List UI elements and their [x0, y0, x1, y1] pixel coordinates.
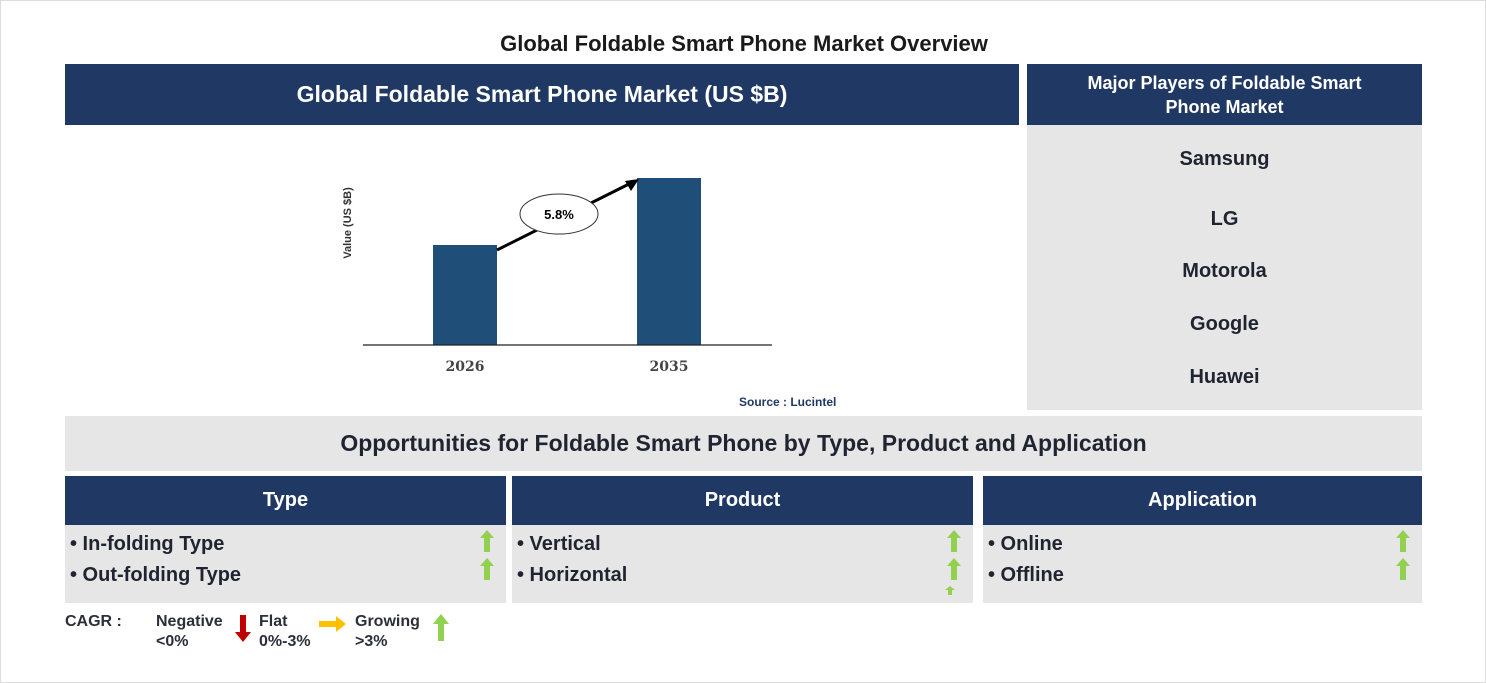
legend-flat-range: 0%-3% — [259, 633, 311, 650]
player-google: Google — [1190, 313, 1259, 335]
item-out-folding-type: • Out-folding Type — [70, 564, 242, 586]
column-header-product: Product — [512, 476, 973, 525]
x-tick-2035: 2035 — [650, 359, 689, 375]
source-label: Source : Lucintel — [739, 395, 837, 409]
down-arrow-icon — [235, 615, 251, 642]
y-axis-label: Value (US $B) — [342, 187, 354, 259]
x-tick-2026: 2026 — [446, 359, 485, 375]
column-body-type: • In-folding Type • Out-folding Type — [65, 525, 506, 603]
up-arrow-icon — [947, 530, 961, 552]
page-title: Global Foldable Smart Phone Market Overv… — [500, 31, 988, 56]
market-panel-title: Global Foldable Smart Phone Market (US $… — [296, 81, 788, 107]
legend-label: CAGR : — [65, 613, 122, 630]
item-in-folding-type: • In-folding Type — [70, 533, 225, 555]
item-online: • Online — [988, 533, 1063, 555]
legend-negative-name: Negative — [156, 613, 223, 630]
bar-2026 — [433, 245, 497, 345]
column-title-application: Application — [1148, 489, 1257, 511]
item-horizontal: • Horizontal — [517, 564, 628, 586]
opportunities-title: Opportunities for Foldable Smart Phone b… — [340, 430, 1147, 456]
right-arrow-icon — [319, 616, 346, 632]
bar-chart: Value (US $B) 5.8% 2026 2035 — [331, 161, 791, 411]
up-arrow-icon — [433, 614, 449, 641]
column-title-product: Product — [704, 489, 781, 511]
legend-growing: Growing >3% — [355, 612, 420, 652]
column-title-type: Type — [262, 489, 309, 511]
column-body-product: • Vertical • Horizontal — [512, 525, 973, 603]
cagr-label: 5.8% — [544, 207, 574, 222]
legend-growing-name: Growing — [355, 613, 420, 630]
opportunities-header: Opportunities for Foldable Smart Phone b… — [65, 416, 1422, 471]
legend-flat-name: Flat — [259, 613, 288, 630]
legend-negative: Negative <0% — [156, 612, 223, 652]
players-list: Samsung LG Motorola Google Huawei — [1027, 125, 1422, 410]
player-motorola: Motorola — [1182, 260, 1267, 282]
up-arrow-icon — [947, 558, 961, 580]
column-body-application: • Online • Offline — [983, 525, 1422, 603]
up-arrow-icon — [1396, 530, 1410, 552]
item-vertical: • Vertical — [517, 533, 601, 555]
players-panel-title: Major Players of Foldable Smart Phone Ma… — [1087, 72, 1362, 117]
cagr-ellipse — [519, 193, 599, 235]
bar-chart-svg: Value (US $B) 5.8% 2026 2035 — [342, 178, 772, 375]
up-arrow-icon-fragment — [945, 586, 955, 595]
column-header-application: Application — [983, 476, 1422, 525]
players-panel-header: Major Players of Foldable Smart Phone Ma… — [1027, 64, 1422, 125]
item-offline: • Offline — [988, 564, 1064, 586]
column-header-type: Type — [65, 476, 506, 525]
player-lg: LG — [1210, 208, 1239, 230]
up-arrow-icon — [1396, 558, 1410, 580]
up-arrow-icon — [480, 530, 494, 552]
legend-negative-range: <0% — [156, 633, 189, 650]
player-huawei: Huawei — [1189, 366, 1260, 388]
up-arrow-icon — [480, 558, 494, 580]
bar-2035 — [637, 178, 701, 345]
legend-growing-range: >3% — [355, 633, 388, 650]
market-panel-header: Global Foldable Smart Phone Market (US $… — [65, 64, 1019, 125]
player-samsung: Samsung — [1179, 148, 1270, 170]
cagr-arrow-head — [625, 179, 639, 191]
legend-flat: Flat 0%-3% — [259, 612, 311, 652]
